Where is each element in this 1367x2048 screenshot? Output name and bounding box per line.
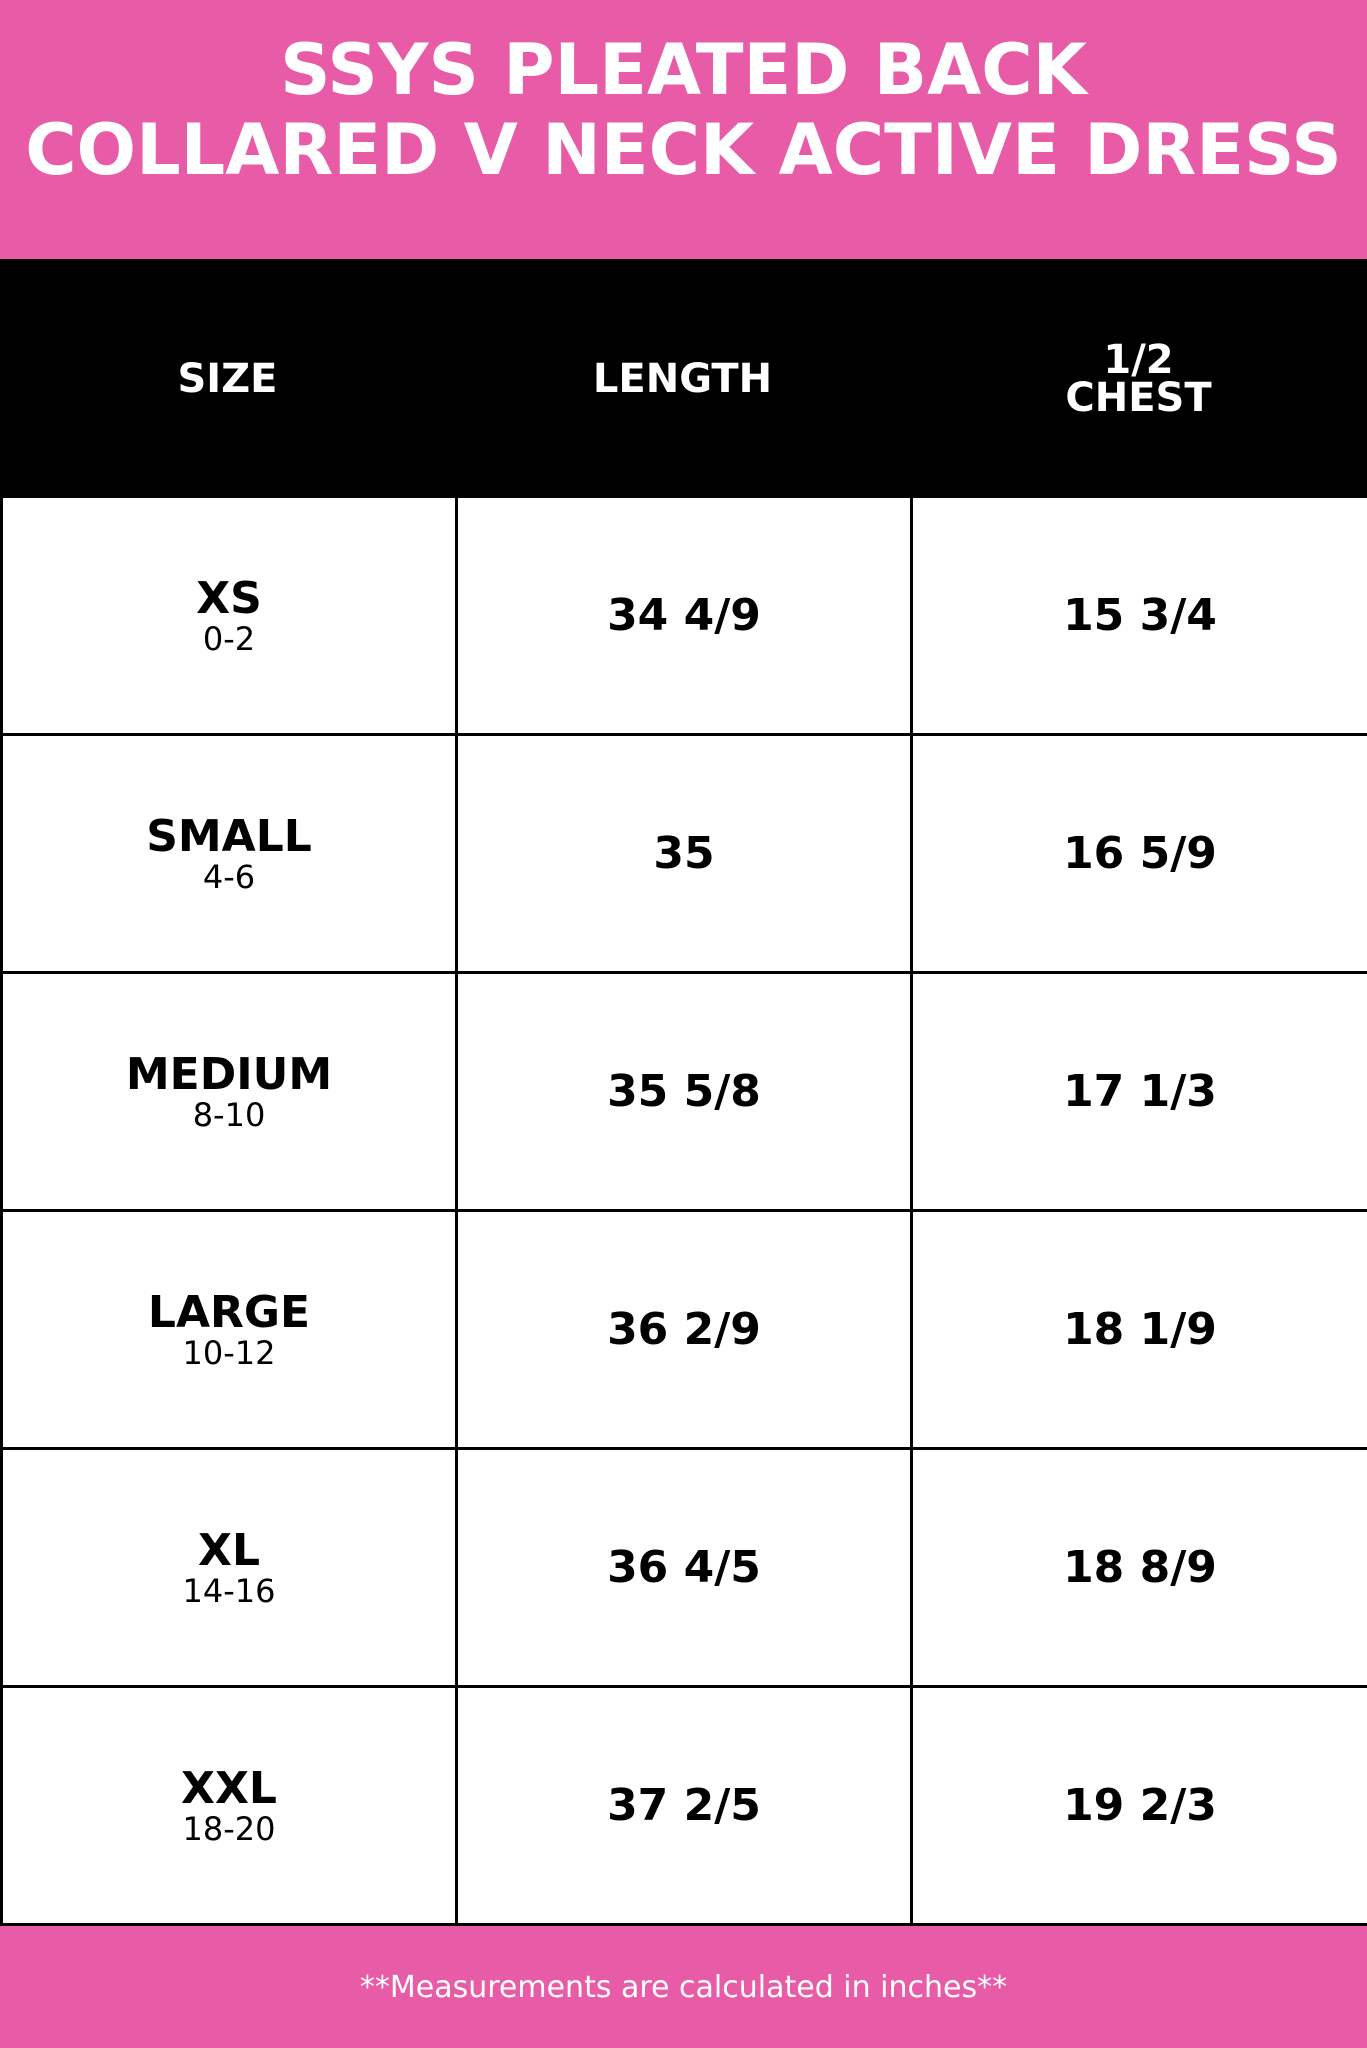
size-range: 18-20 xyxy=(182,1809,276,1848)
size-label: SMALL xyxy=(146,810,312,862)
size-cell: LARGE 10-12 xyxy=(3,1212,458,1450)
length-cell: 37 2/5 xyxy=(458,1688,913,1926)
size-cell: XL 14-16 xyxy=(3,1450,458,1688)
size-label: MEDIUM xyxy=(125,1048,333,1100)
col-length: LENGTH xyxy=(592,355,773,402)
col-size: SIZE xyxy=(177,355,278,402)
length-value: 36 2/9 xyxy=(607,1304,761,1355)
chest-cell: 16 5/9 xyxy=(913,736,1367,974)
chest-value: 18 8/9 xyxy=(1063,1542,1217,1593)
size-cell: MEDIUM 8-10 xyxy=(3,974,458,1212)
size-range: 8-10 xyxy=(192,1095,266,1134)
chest-value: 18 1/9 xyxy=(1063,1304,1217,1355)
size-label: LARGE xyxy=(147,1286,311,1338)
size-table: XS 0-2 34 4/9 15 3/4 SMALL 4-6 35 16 5/9… xyxy=(0,498,1367,1926)
size-range: 10-12 xyxy=(182,1333,276,1372)
chest-cell: 18 1/9 xyxy=(913,1212,1367,1450)
length-cell: 35 xyxy=(458,736,913,974)
footer-note: **Measurements are calculated in inches*… xyxy=(0,1926,1367,2048)
length-cell: 34 4/9 xyxy=(458,498,913,736)
size-label: XS xyxy=(196,572,262,624)
length-value: 35 xyxy=(653,828,715,879)
chest-cell: 19 2/3 xyxy=(913,1688,1367,1926)
chest-value: 17 1/3 xyxy=(1063,1066,1217,1117)
title-line-1: SSYS PLEATED BACK xyxy=(280,29,1087,111)
size-cell: SMALL 4-6 xyxy=(3,736,458,974)
title-line-2: COLLARED V NECK ACTIVE DRESS xyxy=(25,109,1342,191)
length-value: 36 4/5 xyxy=(607,1542,761,1593)
size-label: XL xyxy=(198,1524,260,1576)
table-header: SIZE LENGTH 1/2 CHEST xyxy=(0,259,1367,498)
col-chest: 1/2 CHEST xyxy=(910,259,1367,498)
size-range: 0-2 xyxy=(202,619,256,658)
length-value: 34 4/9 xyxy=(607,590,761,641)
chest-cell: 15 3/4 xyxy=(913,498,1367,736)
chest-value: 15 3/4 xyxy=(1063,590,1217,641)
size-label: XXL xyxy=(181,1762,277,1814)
size-range: 14-16 xyxy=(182,1571,276,1610)
length-cell: 35 5/8 xyxy=(458,974,913,1212)
col-chest-line-2: CHEST xyxy=(1065,374,1212,421)
chest-value: 19 2/3 xyxy=(1063,1780,1217,1831)
chest-value: 16 5/9 xyxy=(1063,828,1217,879)
chest-cell: 17 1/3 xyxy=(913,974,1367,1212)
length-value: 35 5/8 xyxy=(607,1066,761,1117)
length-cell: 36 4/5 xyxy=(458,1450,913,1688)
title-banner: SSYS PLEATED BACK COLLARED V NECK ACTIVE… xyxy=(0,0,1367,259)
size-range: 4-6 xyxy=(202,857,256,896)
length-value: 37 2/5 xyxy=(607,1780,761,1831)
size-cell: XXL 18-20 xyxy=(3,1688,458,1926)
chest-cell: 18 8/9 xyxy=(913,1450,1367,1688)
length-cell: 36 2/9 xyxy=(458,1212,913,1450)
col-chest-line-1: 1/2 xyxy=(1103,336,1174,383)
size-cell: XS 0-2 xyxy=(3,498,458,736)
